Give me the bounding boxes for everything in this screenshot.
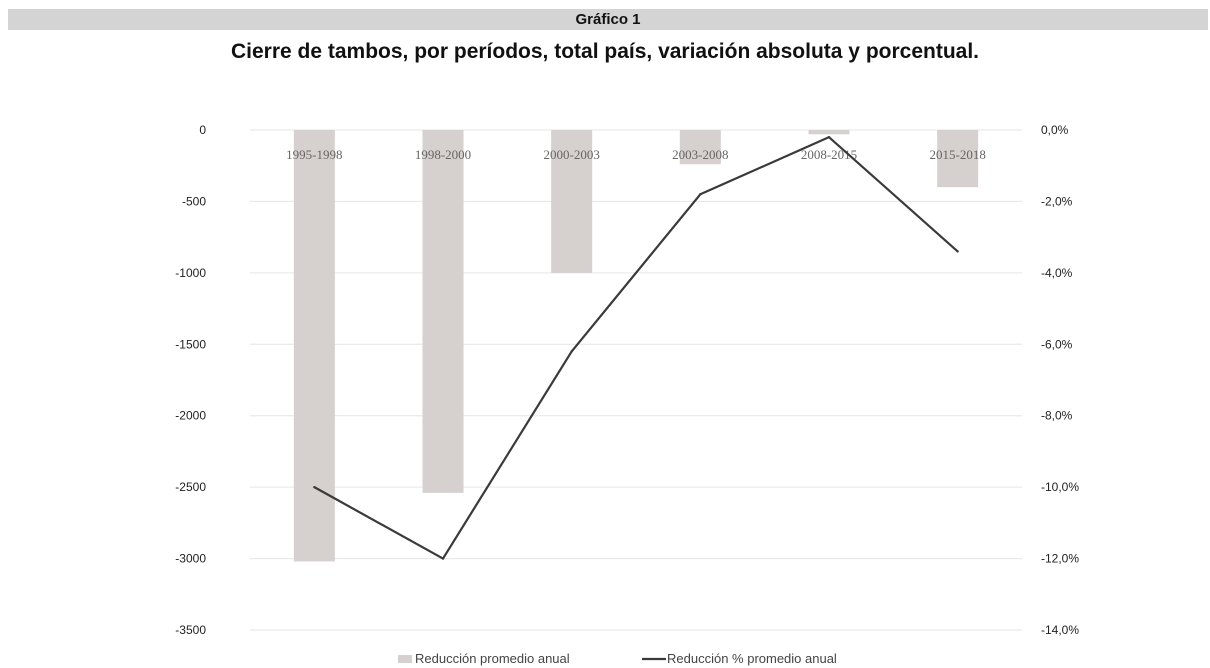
bar-1998-2000 (422, 130, 464, 493)
category-labels: 1995-1998 1998-2000 2000-2003 2003-2008 2008… (286, 147, 986, 162)
category-label: 2003-2008 (672, 147, 728, 162)
category-label: 1998-2000 (415, 147, 471, 162)
figure-label: Gráfico 1 (8, 9, 1208, 30)
right-tick-label: 0,0% (1041, 123, 1069, 137)
chart-title: Cierre de tambos, por períodos, total pa… (230, 40, 979, 63)
left-tick-label: -3500 (175, 623, 206, 637)
category-label: 2015-2018 (929, 147, 985, 162)
left-tick-label: -2500 (175, 480, 206, 494)
right-tick-label: -8,0% (1041, 409, 1073, 423)
left-tick-label: -2000 (175, 409, 206, 423)
line-point-2000-2003 (570, 350, 573, 353)
right-tick-label: -4,0% (1041, 266, 1073, 280)
category-label: 1995-1998 (286, 147, 342, 162)
line-point-1998-2000 (441, 557, 445, 560)
line-series (313, 135, 959, 560)
right-tick-label: -10,0% (1041, 480, 1079, 494)
left-tick-label: 0 (199, 123, 206, 137)
bar-2000-2003 (551, 130, 593, 273)
legend-bar-swatch (398, 655, 412, 663)
left-tick-label: -500 (182, 194, 206, 208)
category-label: 2000-2003 (543, 147, 599, 162)
left-tick-label: -1500 (175, 337, 206, 351)
bar-2003-2008 (679, 130, 721, 165)
legend: Reducción promedio anual Reducción % prom… (398, 651, 837, 666)
right-axis: 0,0% -2,0% -4,0% -6,0% -8,0% -10,0% -12,0% -14,… (1041, 123, 1079, 637)
bar-2008-2015 (808, 130, 850, 135)
line-point-2015-2018 (956, 250, 959, 253)
bar-2015-2018 (937, 130, 979, 188)
right-tick-label: -6,0% (1041, 337, 1073, 351)
bar-series (293, 130, 979, 562)
left-tick-label: -3000 (175, 552, 206, 566)
right-tick-label: -12,0% (1041, 552, 1079, 566)
legend-bar-label: Reducción promedio anual (415, 651, 570, 666)
line-point-2003-2008 (699, 193, 702, 196)
right-tick-label: -2,0% (1041, 194, 1073, 208)
left-axis: 0 -500 -1000 -1500 -2000 -2500 -3000 -3500 (175, 123, 206, 637)
bar-1995-1998 (293, 130, 335, 562)
line-point-1995-1998 (313, 485, 316, 489)
line-path (313, 136, 959, 560)
left-tick-label: -1000 (175, 266, 206, 280)
line-point-2008-2015 (827, 135, 831, 139)
gridlines (250, 129, 1022, 631)
legend-line-label: Reducción % promedio anual (667, 651, 837, 666)
right-tick-label: -14,0% (1041, 623, 1079, 637)
